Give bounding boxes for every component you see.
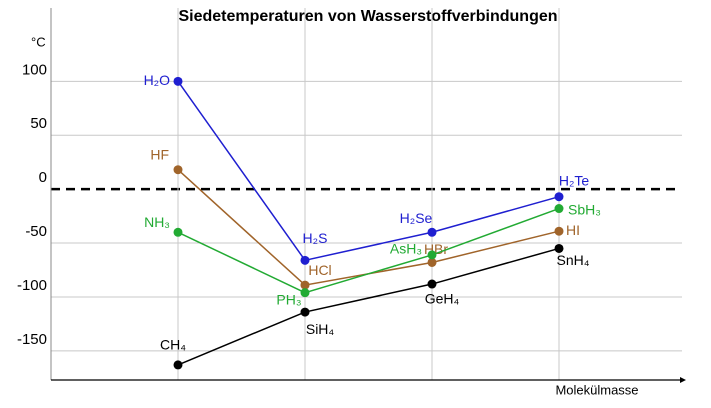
data-point bbox=[173, 227, 183, 237]
data-point bbox=[554, 204, 564, 214]
y-tick-label: -100 bbox=[17, 277, 47, 294]
data-point bbox=[554, 243, 564, 253]
point-label: SbH₃ bbox=[568, 201, 601, 217]
data-point bbox=[173, 76, 183, 86]
data-point bbox=[173, 360, 183, 370]
y-tick-label: 100 bbox=[22, 61, 47, 78]
data-point bbox=[300, 255, 310, 265]
data-point bbox=[427, 279, 437, 289]
data-point bbox=[300, 307, 310, 317]
point-label: HI bbox=[566, 222, 580, 238]
data-point bbox=[554, 192, 564, 202]
point-label: SnH₄ bbox=[557, 252, 590, 268]
x-axis-label: Molekülmasse bbox=[555, 382, 638, 397]
series-line bbox=[177, 169, 560, 286]
x-axis-arrow bbox=[680, 377, 686, 383]
data-point bbox=[427, 257, 437, 267]
point-label: H₂O bbox=[144, 72, 171, 88]
series-line bbox=[177, 247, 560, 366]
y-tick-label: 50 bbox=[30, 115, 47, 132]
y-tick-label: -50 bbox=[25, 223, 47, 240]
y-tick-label: 0 bbox=[39, 169, 47, 186]
data-point bbox=[300, 280, 310, 290]
data-point bbox=[300, 288, 310, 298]
point-label: H₂S bbox=[303, 230, 328, 246]
point-label: GeH₄ bbox=[425, 291, 460, 307]
point-label: AsH₃ bbox=[390, 241, 422, 257]
chart-title: Siedetemperaturen von Wasserstoffverbind… bbox=[178, 8, 557, 25]
y-axis-label: °C bbox=[31, 34, 46, 49]
data-point bbox=[427, 250, 437, 260]
series-line bbox=[177, 80, 560, 262]
series-line bbox=[177, 207, 560, 294]
data-point bbox=[427, 227, 437, 237]
point-label: CH₄ bbox=[160, 337, 186, 353]
point-label: SiH₄ bbox=[306, 321, 335, 337]
point-label: HCl bbox=[308, 262, 331, 278]
point-label: H₂Te bbox=[559, 172, 590, 188]
point-label: H₂Se bbox=[400, 210, 433, 226]
point-label: NH₃ bbox=[144, 214, 170, 230]
point-label: PH₃ bbox=[276, 291, 301, 307]
point-label: HF bbox=[150, 146, 169, 162]
data-point bbox=[173, 165, 183, 175]
data-point bbox=[554, 226, 564, 236]
y-tick-label: -150 bbox=[17, 331, 47, 348]
